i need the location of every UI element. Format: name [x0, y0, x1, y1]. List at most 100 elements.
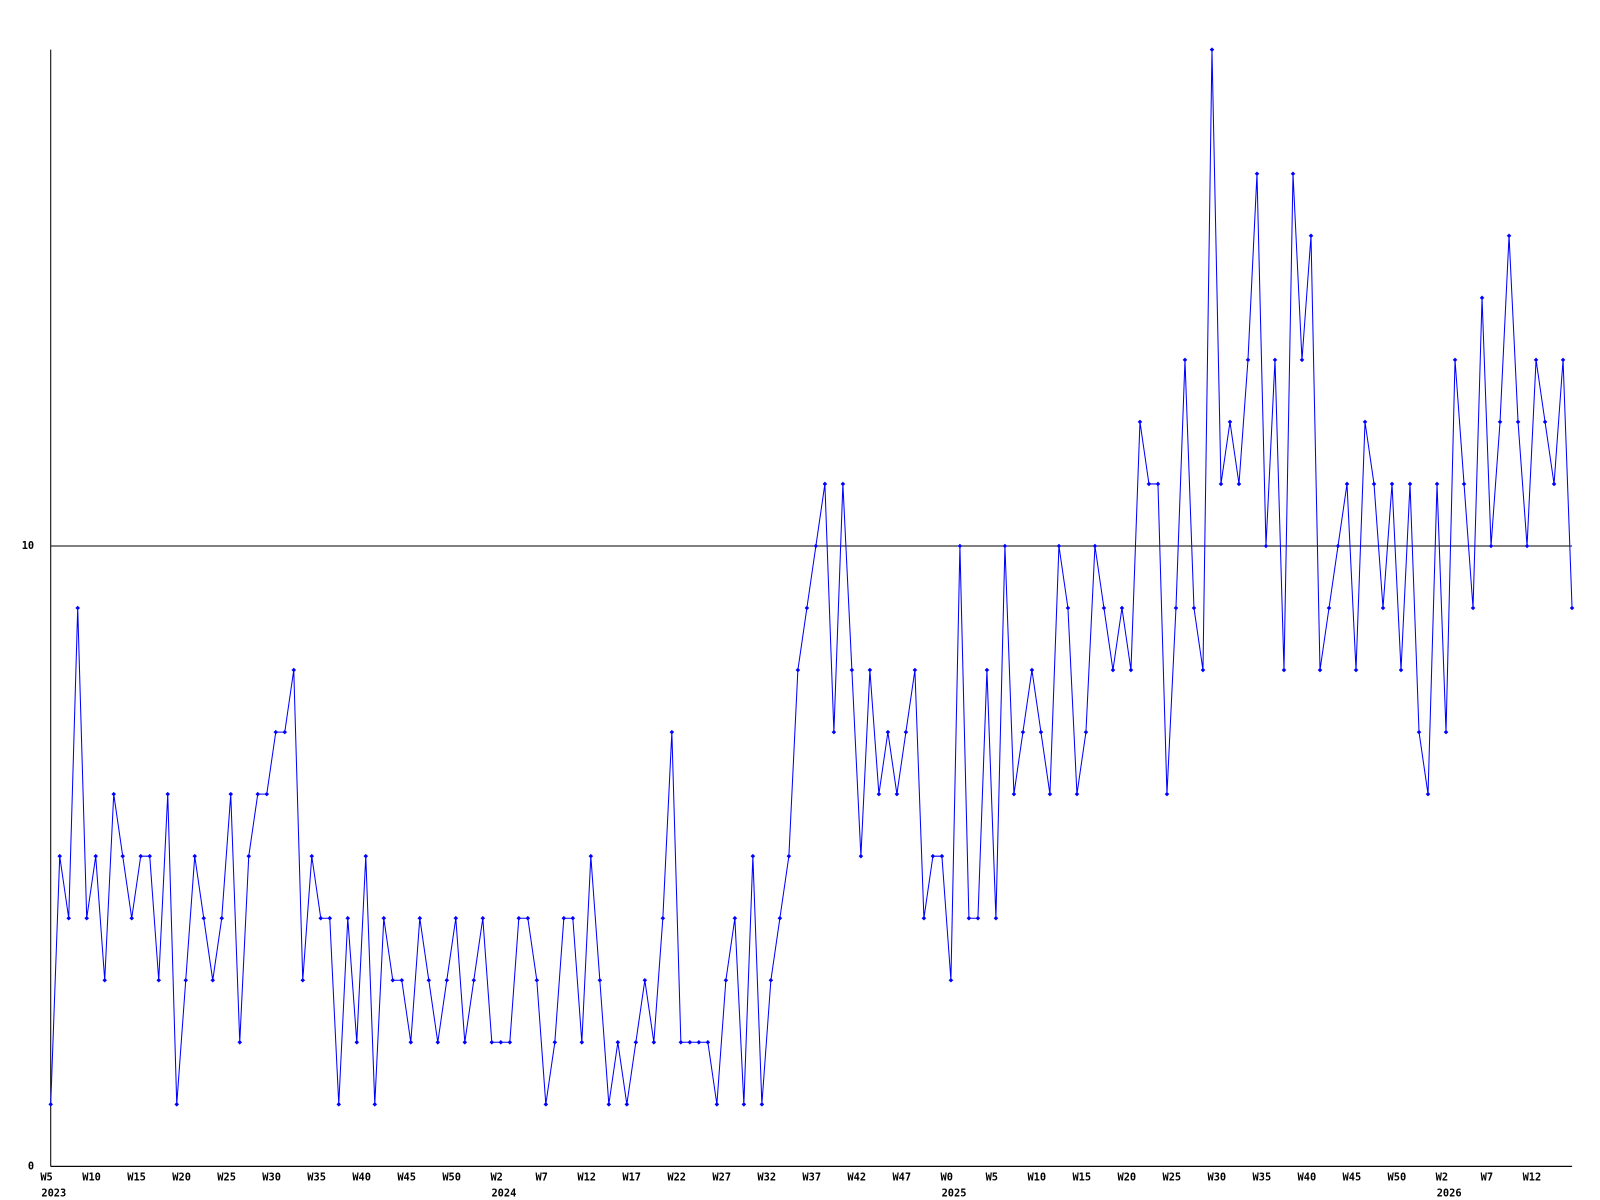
- data-point: [786, 853, 792, 859]
- data-point: [1551, 481, 1557, 487]
- data-point: [1317, 667, 1323, 673]
- data-point: [354, 1040, 360, 1045]
- data-point: [633, 1040, 639, 1045]
- x-tick-label: W7: [1481, 1172, 1493, 1184]
- data-point: [435, 1040, 441, 1045]
- data-point: [1335, 543, 1341, 549]
- x-tick-label: W45: [397, 1172, 416, 1184]
- data-point: [831, 729, 837, 735]
- data-point: [939, 853, 945, 859]
- x-tick-label: W50: [442, 1172, 461, 1184]
- data-point: [876, 791, 882, 797]
- data-point: [957, 543, 963, 549]
- x-tick-label: W15: [1072, 1172, 1091, 1184]
- data-point: [1263, 543, 1269, 549]
- data-point: [1326, 605, 1332, 611]
- data-point: [489, 1040, 495, 1045]
- x-tick-label: W25: [1162, 1172, 1181, 1184]
- data-point: [1272, 357, 1278, 363]
- x-tick-label: W7: [535, 1172, 547, 1184]
- data-line: [50, 49, 1573, 1105]
- data-point: [1146, 481, 1152, 487]
- x-tick-label: W47: [892, 1172, 911, 1184]
- data-point: [156, 977, 162, 983]
- data-point: [1137, 419, 1143, 425]
- data-point: [579, 1040, 585, 1045]
- data-point: [993, 915, 999, 921]
- x-tick-label: W17: [622, 1172, 641, 1184]
- data-point: [1245, 357, 1251, 363]
- data-point: [1452, 357, 1458, 363]
- data-point: [1119, 605, 1125, 611]
- x-tick-label: W50: [1388, 1172, 1407, 1184]
- data-point: [1497, 419, 1503, 425]
- data-point: [48, 1102, 53, 1107]
- data-point: [1470, 605, 1476, 611]
- data-point: [66, 915, 71, 921]
- data-point: [219, 915, 225, 921]
- x-tick-label: W10: [1027, 1172, 1046, 1184]
- data-point: [588, 853, 594, 859]
- data-point: [264, 791, 270, 797]
- x-tick-label: W30: [1208, 1172, 1227, 1184]
- data-point: [1047, 791, 1053, 797]
- x-tick-label: W20: [172, 1172, 191, 1184]
- data-point: [1416, 729, 1422, 735]
- data-point: [732, 915, 738, 921]
- data-point: [309, 853, 315, 859]
- data-point: [1389, 481, 1395, 487]
- data-point: [147, 853, 153, 859]
- data-point: [894, 791, 900, 797]
- data-point: [975, 915, 981, 921]
- data-point: [1110, 667, 1116, 673]
- x-tick-label: W25: [217, 1172, 236, 1184]
- data-point: [246, 853, 252, 859]
- data-point: [1434, 481, 1440, 487]
- data-point: [453, 915, 459, 921]
- data-point: [669, 729, 675, 735]
- data-point: [282, 729, 288, 735]
- data-point: [849, 667, 855, 673]
- x-tick-label: W37: [802, 1172, 821, 1184]
- x-tick-label: W5: [986, 1172, 998, 1184]
- data-point: [291, 667, 297, 673]
- data-point: [336, 1102, 342, 1107]
- data-point: [804, 605, 810, 611]
- data-point: [678, 1040, 684, 1045]
- data-point: [381, 915, 387, 921]
- data-point: [687, 1040, 693, 1045]
- data-point: [93, 853, 98, 859]
- data-point: [1227, 419, 1233, 425]
- data-point: [255, 791, 261, 797]
- data-point: [444, 977, 450, 983]
- data-point: [534, 977, 540, 983]
- data-point: [129, 915, 135, 921]
- data-point: [507, 1040, 513, 1045]
- data-point: [327, 915, 333, 921]
- x-tick-label: W22: [667, 1172, 686, 1184]
- data-point: [1083, 729, 1089, 735]
- data-point: [237, 1040, 243, 1045]
- data-point: [768, 977, 774, 983]
- data-point: [138, 853, 144, 859]
- data-point: [1299, 357, 1305, 363]
- data-point: [165, 791, 171, 797]
- data-point: [984, 667, 990, 673]
- data-point: [1524, 543, 1530, 549]
- y-tick-label: 10: [22, 540, 34, 552]
- data-point: [1353, 667, 1359, 673]
- data-point: [1398, 667, 1404, 673]
- data-point: [1443, 729, 1449, 735]
- data-point: [1371, 481, 1377, 487]
- data-point: [552, 1040, 558, 1045]
- data-point: [840, 481, 846, 487]
- x-tick-label: W20: [1117, 1172, 1136, 1184]
- data-point: [1290, 171, 1296, 177]
- data-point: [390, 977, 396, 983]
- data-point: [1254, 171, 1260, 177]
- data-point: [858, 853, 864, 859]
- data-point: [462, 1040, 468, 1045]
- data-point: [561, 915, 567, 921]
- x-tick-label: W40: [1298, 1172, 1317, 1184]
